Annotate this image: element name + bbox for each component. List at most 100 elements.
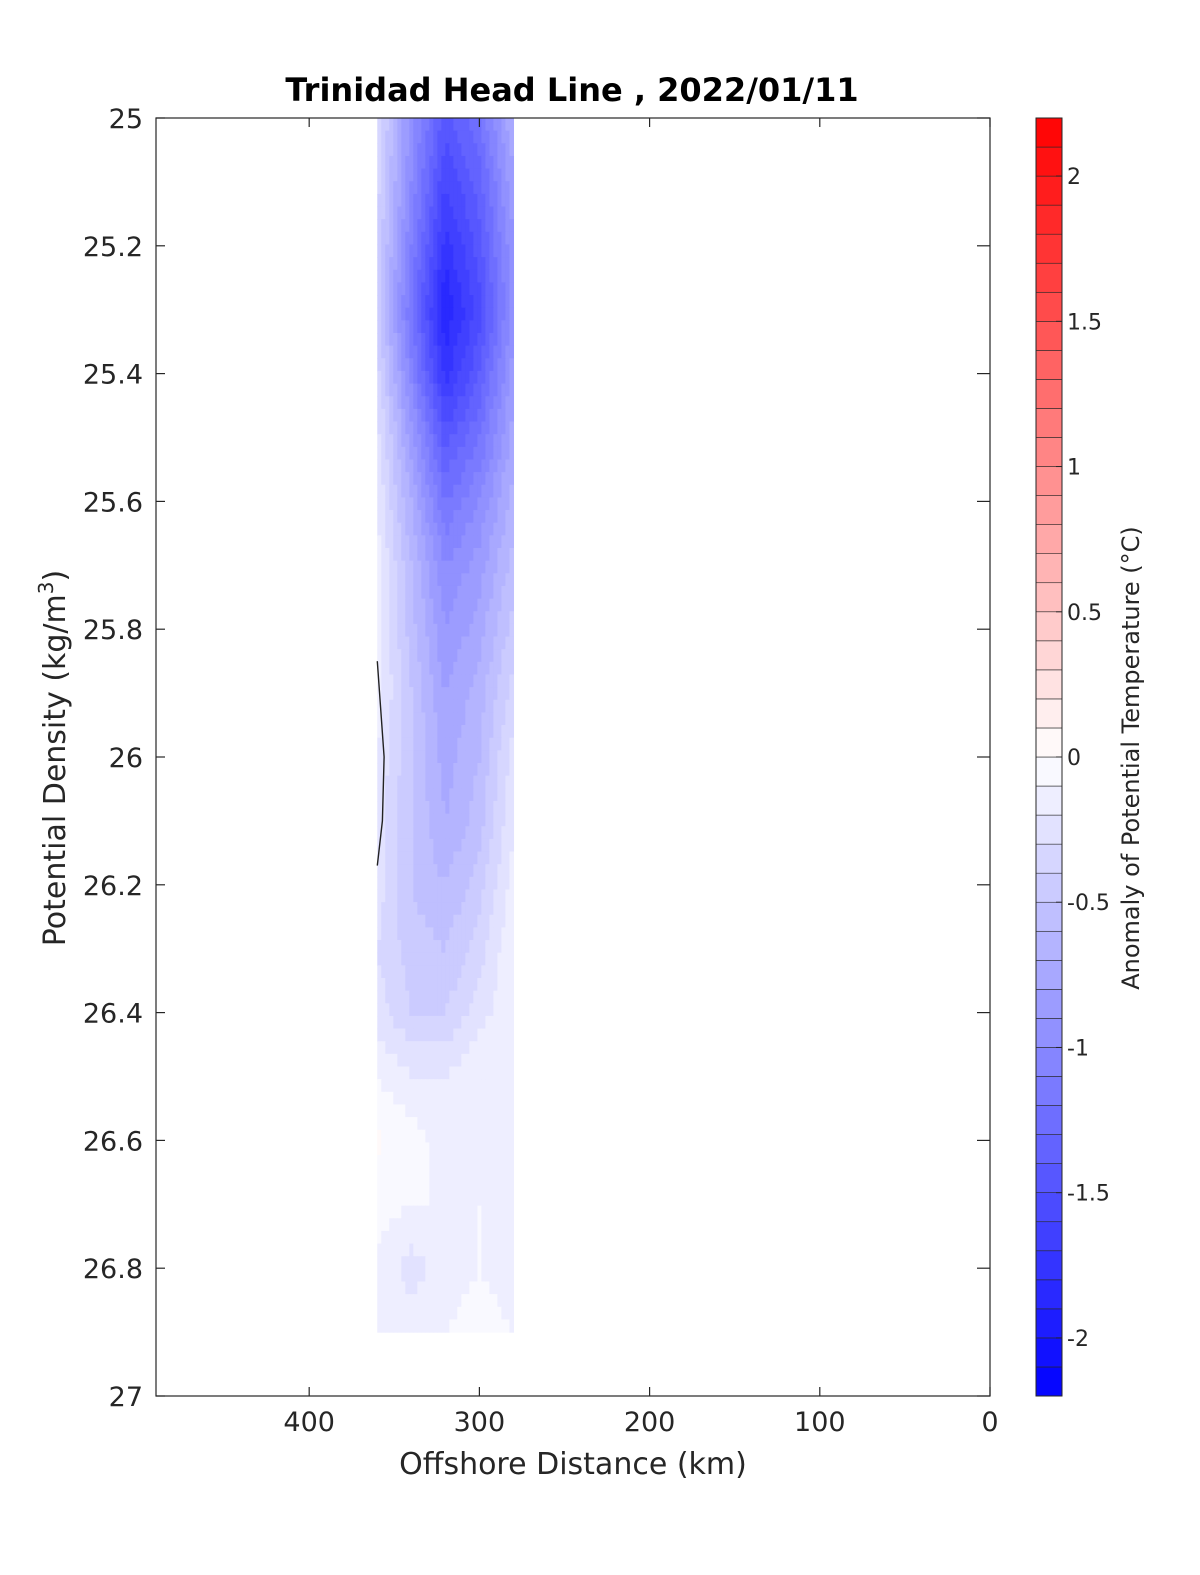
heatmap-cell bbox=[433, 143, 438, 157]
heatmap-cell bbox=[477, 1155, 482, 1169]
heatmap-cell bbox=[401, 661, 406, 676]
heatmap-cell bbox=[489, 851, 494, 865]
heatmap-cell bbox=[453, 826, 458, 840]
heatmap-cell bbox=[441, 674, 446, 688]
heatmap-cell bbox=[409, 623, 414, 638]
heatmap-cell bbox=[389, 927, 394, 941]
heatmap-cell bbox=[509, 1117, 515, 1131]
heatmap-cell bbox=[489, 902, 494, 916]
heatmap-cell bbox=[501, 231, 507, 246]
heatmap-cell bbox=[393, 206, 398, 220]
heatmap-cell bbox=[425, 851, 430, 865]
heatmap-cell bbox=[393, 889, 398, 903]
heatmap-cell bbox=[433, 977, 438, 992]
heatmap-cell bbox=[425, 459, 430, 473]
heatmap-cell bbox=[481, 965, 486, 979]
heatmap-cell bbox=[457, 408, 462, 423]
heatmap-cell bbox=[433, 1053, 438, 1068]
heatmap-cell bbox=[421, 1167, 426, 1181]
heatmap-cell bbox=[405, 522, 410, 536]
heatmap-cell bbox=[381, 231, 386, 246]
heatmap-cell bbox=[421, 155, 426, 170]
heatmap-cell bbox=[429, 927, 434, 941]
heatmap-cell bbox=[477, 1003, 482, 1017]
heatmap-cell bbox=[453, 762, 458, 777]
heatmap-cell bbox=[397, 661, 402, 676]
heatmap-cell bbox=[409, 750, 414, 764]
heatmap-cell bbox=[493, 168, 498, 182]
heatmap-cell bbox=[417, 510, 422, 524]
heatmap-cell bbox=[381, 560, 386, 574]
heatmap-cell bbox=[385, 143, 390, 157]
heatmap-cell bbox=[453, 851, 458, 865]
heatmap-cell bbox=[377, 762, 382, 777]
heatmap-cell bbox=[505, 737, 511, 751]
heatmap-cell bbox=[421, 206, 426, 220]
heatmap-cell bbox=[429, 699, 434, 714]
heatmap-cell bbox=[433, 168, 438, 182]
colorbar-cell bbox=[1035, 1134, 1063, 1164]
heatmap-cell bbox=[389, 1142, 394, 1156]
heatmap-cell bbox=[425, 143, 430, 157]
heatmap-cell bbox=[485, 1028, 490, 1042]
heatmap-cell bbox=[433, 940, 438, 954]
heatmap-cell bbox=[397, 269, 402, 284]
heatmap-cell bbox=[505, 1294, 511, 1308]
heatmap-cell bbox=[465, 181, 470, 195]
heatmap-cell bbox=[485, 333, 490, 347]
heatmap-cell bbox=[437, 560, 442, 574]
heatmap-cell bbox=[457, 358, 462, 372]
heatmap-cell bbox=[381, 257, 386, 271]
heatmap-cell bbox=[481, 1117, 486, 1131]
heatmap-cell bbox=[409, 383, 414, 397]
heatmap-cell bbox=[377, 636, 382, 650]
heatmap-cell bbox=[429, 1104, 434, 1118]
heatmap-cell bbox=[417, 535, 422, 549]
heatmap-cell bbox=[401, 193, 406, 208]
heatmap-cell bbox=[413, 459, 418, 473]
heatmap-cell bbox=[449, 927, 454, 941]
heatmap-cell bbox=[461, 168, 466, 182]
heatmap-cell bbox=[509, 522, 515, 536]
heatmap-cell bbox=[473, 598, 478, 612]
heatmap-cell bbox=[429, 725, 434, 739]
heatmap-cell bbox=[441, 307, 446, 321]
heatmap-cell bbox=[465, 1205, 470, 1219]
heatmap-cell bbox=[381, 219, 386, 233]
heatmap-cell bbox=[381, 838, 386, 853]
heatmap-cell bbox=[381, 320, 386, 334]
heatmap-cell bbox=[377, 1167, 382, 1181]
heatmap-cell bbox=[469, 345, 474, 359]
heatmap-cell bbox=[493, 750, 498, 764]
heatmap-cell bbox=[453, 1129, 458, 1143]
heatmap-cell bbox=[377, 851, 382, 865]
heatmap-cell bbox=[425, 370, 430, 385]
heatmap-cell bbox=[377, 876, 382, 891]
heatmap-cell bbox=[489, 1294, 494, 1308]
heatmap-cell bbox=[385, 333, 390, 347]
heatmap-cell bbox=[385, 990, 390, 1004]
heatmap-cell bbox=[377, 282, 382, 296]
heatmap-cell bbox=[493, 1319, 498, 1333]
heatmap-cell bbox=[421, 244, 426, 258]
heatmap-cell bbox=[397, 1015, 402, 1030]
heatmap-cell bbox=[425, 1041, 430, 1055]
heatmap-cell bbox=[385, 914, 390, 928]
heatmap-cell bbox=[409, 1218, 414, 1232]
heatmap-cell bbox=[377, 206, 382, 220]
heatmap-cell bbox=[501, 649, 507, 663]
heatmap-cell bbox=[425, 1218, 430, 1232]
heatmap-cell bbox=[409, 573, 414, 587]
heatmap-cell bbox=[433, 522, 438, 536]
heatmap-cell bbox=[485, 497, 490, 511]
heatmap-cell bbox=[509, 1066, 515, 1080]
heatmap-cell bbox=[449, 800, 454, 815]
heatmap-cell bbox=[441, 1243, 446, 1257]
heatmap-cell bbox=[497, 914, 503, 928]
heatmap-cell bbox=[417, 472, 422, 486]
heatmap-cell bbox=[389, 585, 394, 600]
heatmap-cell bbox=[381, 1104, 386, 1118]
heatmap-cell bbox=[397, 965, 402, 979]
heatmap-cell bbox=[461, 1091, 466, 1106]
heatmap-cell bbox=[429, 977, 434, 992]
